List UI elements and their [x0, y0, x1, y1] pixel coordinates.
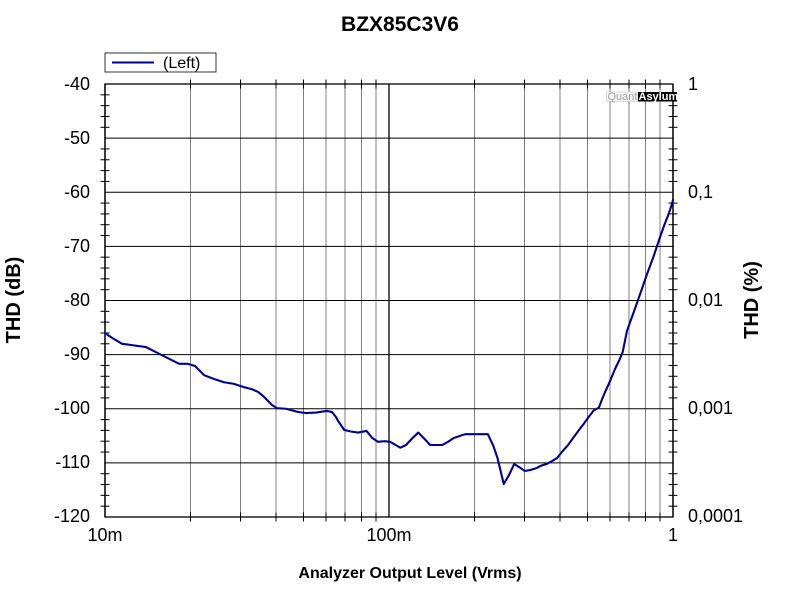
svg-text:Quant: Quant — [608, 91, 638, 103]
svg-text:(Left): (Left) — [163, 55, 200, 72]
svg-text:1: 1 — [688, 74, 698, 94]
svg-text:-70: -70 — [64, 236, 90, 256]
svg-text:-80: -80 — [64, 290, 90, 310]
svg-text:100m: 100m — [366, 525, 411, 545]
svg-text:0,001: 0,001 — [688, 398, 733, 418]
svg-text:-60: -60 — [64, 182, 90, 202]
svg-text:10m: 10m — [87, 525, 122, 545]
svg-text:-40: -40 — [64, 74, 90, 94]
svg-text:THD (%): THD (%) — [741, 261, 763, 339]
svg-text:Analyzer Output Level (Vrms): Analyzer Output Level (Vrms) — [298, 565, 521, 582]
svg-text:-110: -110 — [55, 452, 90, 472]
svg-text:-90: -90 — [64, 344, 90, 364]
svg-text:0,01: 0,01 — [688, 290, 723, 310]
svg-text:0,0001: 0,0001 — [688, 506, 743, 526]
svg-text:-120: -120 — [54, 506, 90, 526]
svg-text:BZX85C3V6: BZX85C3V6 — [341, 13, 459, 36]
svg-text:-100: -100 — [54, 398, 90, 418]
svg-text:1: 1 — [668, 525, 678, 545]
svg-text:THD (dB): THD (dB) — [3, 257, 25, 344]
svg-text:Asylum: Asylum — [639, 91, 679, 103]
svg-text:-50: -50 — [64, 128, 90, 148]
svg-text:0,1: 0,1 — [688, 182, 713, 202]
